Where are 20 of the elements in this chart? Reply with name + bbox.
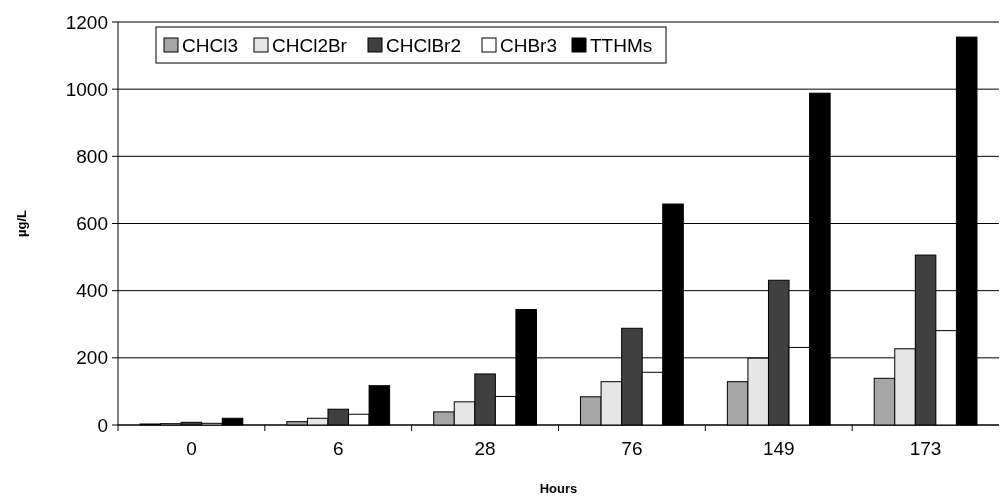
legend-label: CHBr3 [500, 34, 558, 56]
x-tick-label: 173 [909, 438, 942, 459]
legend-label: CHCl2Br [272, 34, 348, 56]
x-tick-label: 28 [474, 438, 496, 459]
legend-label: CHCl3 [182, 34, 238, 56]
x-tick-label: 149 [762, 438, 795, 459]
y-tick-label: 800 [76, 145, 108, 167]
x-tick-label: 0 [186, 438, 197, 459]
legend-label: CHClBr2 [386, 34, 461, 56]
legend-label: TTHMs [590, 34, 653, 56]
y-tick-label: 1000 [65, 78, 108, 100]
y-axis-title: µg/L [14, 209, 29, 237]
y-tick-label: 0 [97, 414, 108, 436]
x-axis-title: Hours [539, 481, 578, 496]
y-tick-label: 1200 [65, 11, 108, 33]
x-tick-label: 76 [621, 438, 643, 459]
x-tick-label: 6 [332, 438, 344, 459]
y-tick-label: 600 [76, 213, 108, 235]
y-tick-label: 200 [76, 347, 108, 369]
y-tick-label: 400 [76, 280, 108, 302]
